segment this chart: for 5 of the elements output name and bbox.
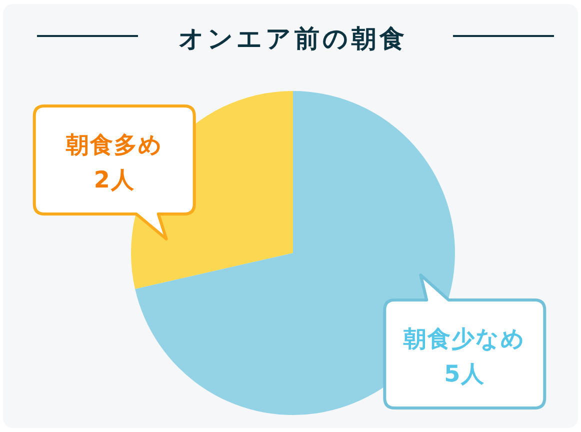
- slice-label: 朝食多め: [64, 132, 163, 158]
- chart-title: オンエア前の朝食: [178, 24, 408, 53]
- data-label: 5人: [444, 362, 486, 388]
- data-label: 2人: [94, 167, 135, 194]
- slice-label: 朝食少なめ: [402, 326, 526, 353]
